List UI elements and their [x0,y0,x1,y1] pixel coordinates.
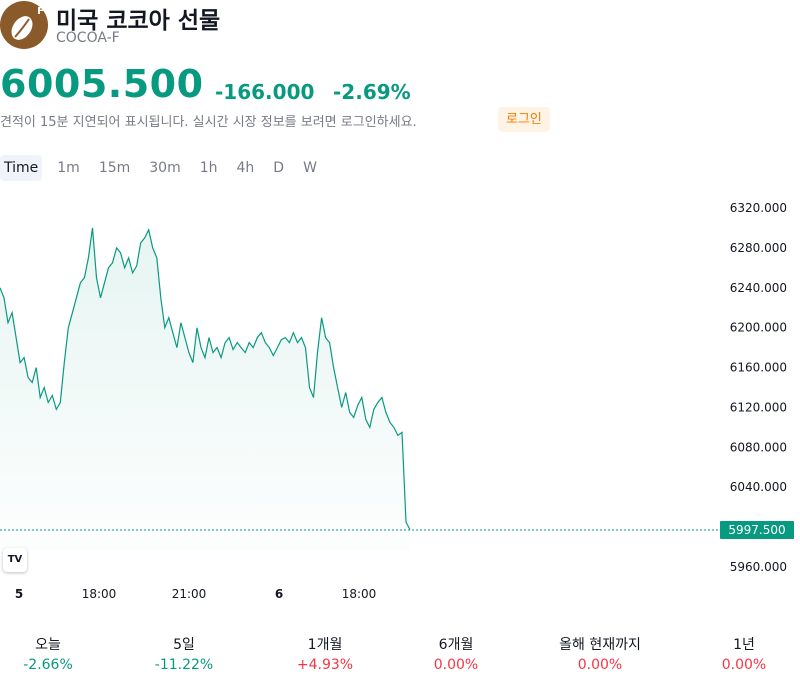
futures-badge: F [37,6,44,17]
y-tick-label: 6280.000 [730,241,787,255]
tab-30m[interactable]: 30m [149,160,181,176]
period-5d[interactable]: 5일 -11.22% [124,634,244,673]
period-value: 0.00% [721,657,767,673]
period-label: 오늘 [35,637,61,653]
y-tick-label: 5960.000 [730,560,787,574]
cocoa-logo-icon: F [0,1,48,49]
period-value: 0.00% [433,657,479,673]
instrument-title: 미국 코코아 선물 [56,8,221,34]
period-6m[interactable]: 6개월 0.00% [396,634,516,673]
instrument-symbol: COCOA-F [56,30,120,46]
interval-tabs: Time 1m 15m 30m 1h 4h D W [0,155,332,181]
price-line [0,227,411,530]
y-tick-label: 6040.000 [730,480,787,494]
tab-time[interactable]: Time [0,155,43,181]
last-price: 6005.500 [0,62,204,106]
last-price-label: 5997.500 [720,521,794,539]
delay-notice: 견적이 15분 지연되어 표시됩니다. 실시간 시장 정보를 보려면 로그인하세… [0,115,417,130]
period-value: +4.93% [296,657,354,673]
tab-1m[interactable]: 1m [57,160,80,176]
period-value: 0.00% [577,657,623,673]
tab-w[interactable]: W [303,160,317,176]
tradingview-logo-icon[interactable]: TV [3,548,27,572]
period-label: 1개월 [307,637,343,653]
period-today[interactable]: 오늘 -2.66% [0,634,108,673]
price-area-fill [0,227,410,550]
x-tick-label: 18:00 [82,587,117,601]
y-tick-label: 6080.000 [730,440,787,454]
tab-4h[interactable]: 4h [236,160,255,176]
period-performance: 오늘 -2.66% 5일 -11.22% 1개월 +4.93% 6개월 0.00… [0,634,800,674]
period-1m[interactable]: 1개월 +4.93% [265,634,385,673]
period-label: 올해 현재까지 [559,637,641,653]
y-tick-label: 6200.000 [730,321,787,335]
period-value: -11.22% [154,657,214,673]
tab-15m[interactable]: 15m [98,160,131,176]
price-chart[interactable]: 6320.000 6280.000 6240.000 6200.000 6160.000… [0,190,800,610]
price-change: -166.000 [215,80,315,104]
x-tick-label: 21:00 [172,587,207,601]
login-button[interactable]: 로그인 [498,107,550,132]
x-tick-label: 18:00 [342,587,377,601]
period-label: 5일 [173,637,195,653]
period-value: -2.66% [23,657,73,673]
tab-d[interactable]: D [273,160,285,176]
y-tick-label: 6320.000 [730,201,787,215]
period-label: 1년 [733,637,755,653]
y-tick-label: 6160.000 [730,361,787,375]
period-ytd[interactable]: 올해 현재까지 0.00% [540,634,660,673]
period-label: 6개월 [438,637,474,653]
period-1y[interactable]: 1년 0.00% [684,634,800,673]
y-tick-label: 6120.000 [730,400,787,414]
y-tick-label: 6240.000 [730,281,787,295]
price-change-percent: -2.69% [333,80,411,104]
tab-1h[interactable]: 1h [199,160,218,176]
x-tick-label: 6 [275,587,283,601]
x-tick-label: 5 [15,587,23,601]
